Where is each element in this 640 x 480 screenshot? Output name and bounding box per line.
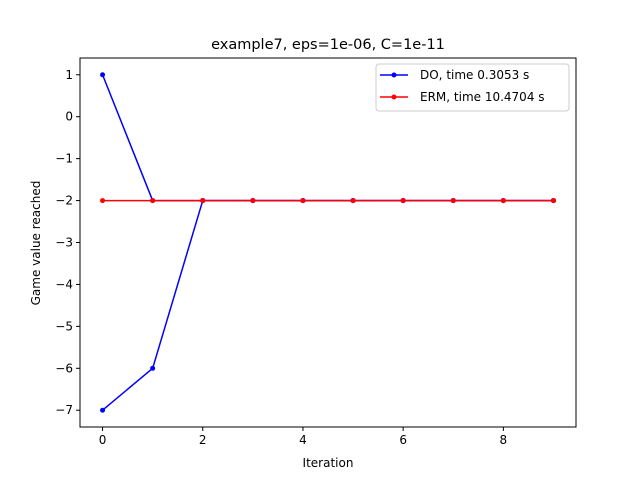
legend-erm-marker — [391, 94, 397, 100]
y-tick-label-8: −7 — [55, 403, 73, 417]
y-tick-label-4: −3 — [55, 236, 73, 250]
x-tick-label-0: 0 — [99, 433, 107, 447]
x-axis-label: Iteration — [303, 456, 354, 470]
data-point-erm-4 — [300, 198, 306, 204]
data-point-erm-1 — [150, 198, 156, 204]
data-point-erm-8 — [500, 198, 506, 204]
y-tick-label-6: −5 — [55, 319, 73, 333]
data-point-erm-2 — [200, 198, 206, 204]
y-tick-label-2: −1 — [55, 152, 73, 166]
y-tick-label-0: 1 — [65, 68, 73, 82]
data-point-erm-3 — [250, 198, 256, 204]
legend-frame — [375, 63, 570, 112]
y-tick-label-7: −6 — [55, 361, 73, 375]
chart-title: example7, eps=1e-06, C=1e-11 — [211, 37, 445, 53]
data-point-do-lower-0 — [100, 407, 106, 413]
data-point-erm-7 — [450, 198, 456, 204]
data-point-erm-9 — [550, 198, 556, 204]
legend-do-marker — [391, 72, 397, 78]
legend: DO, time 0.3053 s ERM, time 10.4704 s — [375, 63, 570, 112]
y-tick-label-1: 0 — [65, 110, 73, 124]
x-tick-label-3: 6 — [399, 433, 407, 447]
x-tick-label-2: 4 — [299, 433, 307, 447]
x-tick-label-4: 8 — [500, 433, 508, 447]
y-tick-label-5: −4 — [55, 277, 73, 291]
data-point-erm-5 — [350, 198, 356, 204]
legend-do-label: DO, time 0.3053 s — [420, 68, 529, 82]
x-tick-label-1: 2 — [199, 433, 207, 447]
data-point-erm-0 — [100, 198, 106, 204]
y-tick-label-3: −2 — [55, 194, 73, 208]
data-point-erm-6 — [400, 198, 406, 204]
legend-erm-label: ERM, time 10.4704 s — [420, 90, 545, 104]
y-axis-label: Game value reached — [29, 181, 43, 306]
data-point-do-upper-0 — [100, 72, 106, 78]
data-point-do-lower-1 — [150, 365, 156, 371]
